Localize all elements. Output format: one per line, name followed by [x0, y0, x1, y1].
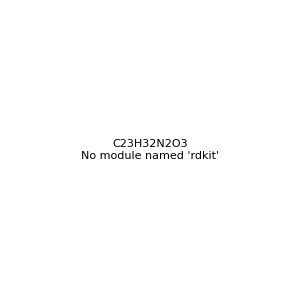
Text: C23H32N2O3
No module named 'rdkit': C23H32N2O3 No module named 'rdkit': [81, 139, 219, 161]
